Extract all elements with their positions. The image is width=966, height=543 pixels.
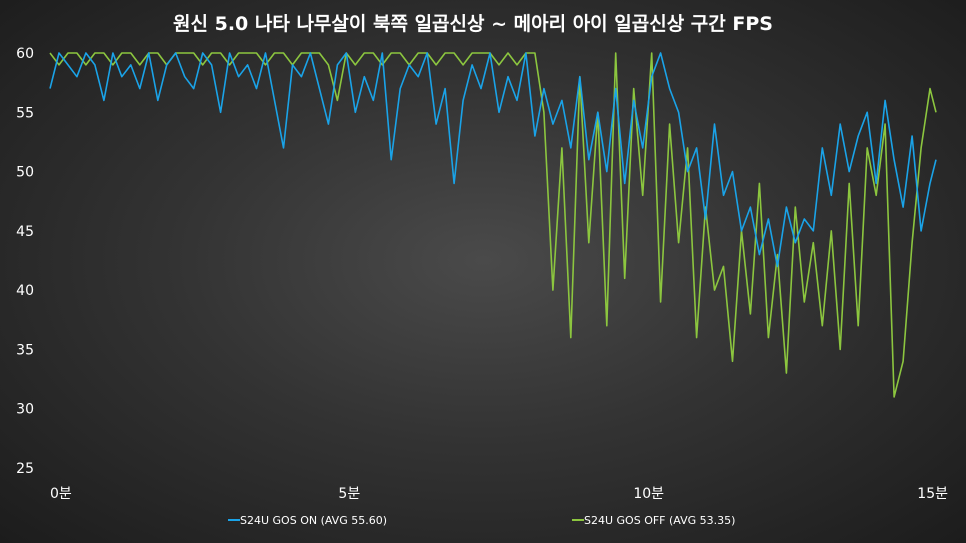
chart-title: 원신 5.0 나타 나무살이 북쪽 일곱신상 ~ 메아리 아이 일곱신상 구간 … (173, 13, 773, 35)
legend-label-0: S24U GOS ON (AVG 55.60) (240, 514, 387, 527)
y-tick-label: 25 (16, 461, 34, 477)
y-tick-label: 60 (16, 46, 34, 62)
x-tick-label: 15분 (917, 486, 948, 502)
x-tick-label: 0분 (50, 486, 72, 502)
legend: S24U GOS ON (AVG 55.60) S24U GOS OFF (AVG… (228, 514, 735, 527)
y-tick-label: 30 (16, 402, 34, 418)
y-tick-label: 50 (16, 165, 34, 181)
x-tick-label: 5분 (338, 486, 360, 502)
x-axis-ticks: 0분 5분 10분 15분 (50, 486, 948, 502)
y-tick-label: 45 (16, 224, 34, 240)
y-tick-label: 55 (16, 105, 34, 121)
series-line-1 (49, 52, 937, 398)
series-line-0 (49, 52, 937, 268)
series-lines (49, 52, 937, 398)
x-tick-label: 10분 (633, 486, 664, 502)
y-axis-ticks: 25 30 35 40 45 50 55 60 (16, 46, 34, 477)
y-tick-label: 40 (16, 283, 34, 299)
legend-label-1: S24U GOS OFF (AVG 53.35) (584, 514, 735, 527)
y-tick-label: 35 (16, 342, 34, 358)
